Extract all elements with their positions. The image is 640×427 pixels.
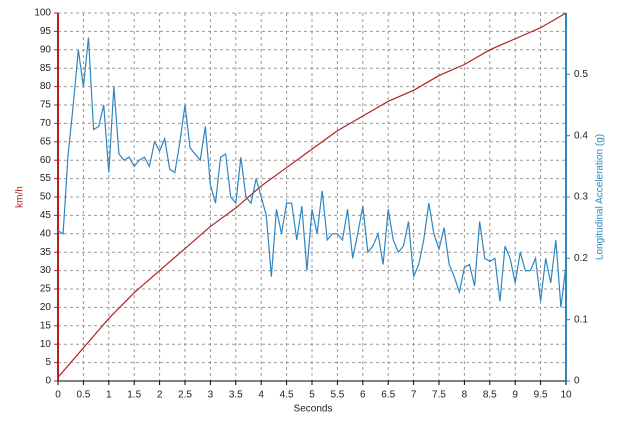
x-tick-label: 6 — [360, 390, 366, 401]
x-tick-label: 1 — [106, 390, 112, 401]
y-tick-label: 85 — [40, 63, 52, 74]
x-tick-label: 4 — [258, 390, 264, 401]
y-tick-label: 65 — [40, 136, 52, 147]
x-tick-label: 3 — [208, 390, 214, 401]
y-tick-label: 45 — [40, 210, 52, 221]
x-tick-label: 2 — [157, 390, 163, 401]
y-tick-label: 80 — [40, 81, 52, 92]
y-tick-label: 70 — [40, 118, 52, 129]
y2-tick-label: 0.3 — [574, 192, 588, 203]
y-tick-label: 75 — [40, 100, 52, 111]
y-tick-label: 10 — [40, 339, 52, 350]
x-tick-label: 4.5 — [280, 390, 294, 401]
y-tick-label: 25 — [40, 284, 52, 295]
y-tick-label: 100 — [34, 8, 51, 19]
x-tick-label: 10 — [560, 390, 572, 401]
y-tick-label: 15 — [40, 320, 52, 331]
y-tick-label: 60 — [40, 155, 52, 166]
x-tick-label: 5.5 — [330, 390, 344, 401]
x-tick-label: 0.5 — [76, 390, 90, 401]
series-line — [57, 12, 567, 378]
y-axis-label: km/h — [15, 186, 26, 208]
y-tick-label: 55 — [40, 173, 52, 184]
x-tick-label: 8 — [462, 390, 468, 401]
x-tick-label: 5 — [309, 390, 315, 401]
x-tick-label: 7.5 — [432, 390, 446, 401]
x-axis-label: Seconds — [294, 404, 333, 415]
series-line — [57, 37, 567, 308]
y-tick-label: 35 — [40, 247, 52, 258]
x-tick-label: 9.5 — [534, 390, 548, 401]
y2-tick-label: 0 — [574, 376, 580, 387]
y-tick-label: 40 — [40, 228, 52, 239]
y2-tick-label: 0.5 — [574, 69, 588, 80]
y-tick-label: 20 — [40, 302, 52, 313]
x-tick-label: 9 — [512, 390, 518, 401]
y2-tick-label: 0.1 — [574, 314, 588, 325]
x-tick-label: 8.5 — [483, 390, 497, 401]
x-tick-label: 3.5 — [229, 390, 243, 401]
y-tick-label: 50 — [40, 192, 52, 203]
y-tick-label: 5 — [45, 357, 51, 368]
y2-tick-label: 0.4 — [574, 130, 588, 141]
x-tick-label: 0 — [55, 390, 61, 401]
x-tick-label: 7 — [411, 390, 417, 401]
y-tick-label: 30 — [40, 265, 52, 276]
y2-axis-label: Longitudinal Acceleration (g) — [595, 134, 606, 260]
x-tick-label: 6.5 — [381, 390, 395, 401]
x-tick-label: 2.5 — [178, 390, 192, 401]
x-tick-label: 1.5 — [127, 390, 141, 401]
y-tick-label: 95 — [40, 26, 52, 37]
y2-tick-label: 0.2 — [574, 253, 588, 264]
y-tick-label: 90 — [40, 44, 52, 55]
y-tick-label: 0 — [45, 376, 51, 387]
